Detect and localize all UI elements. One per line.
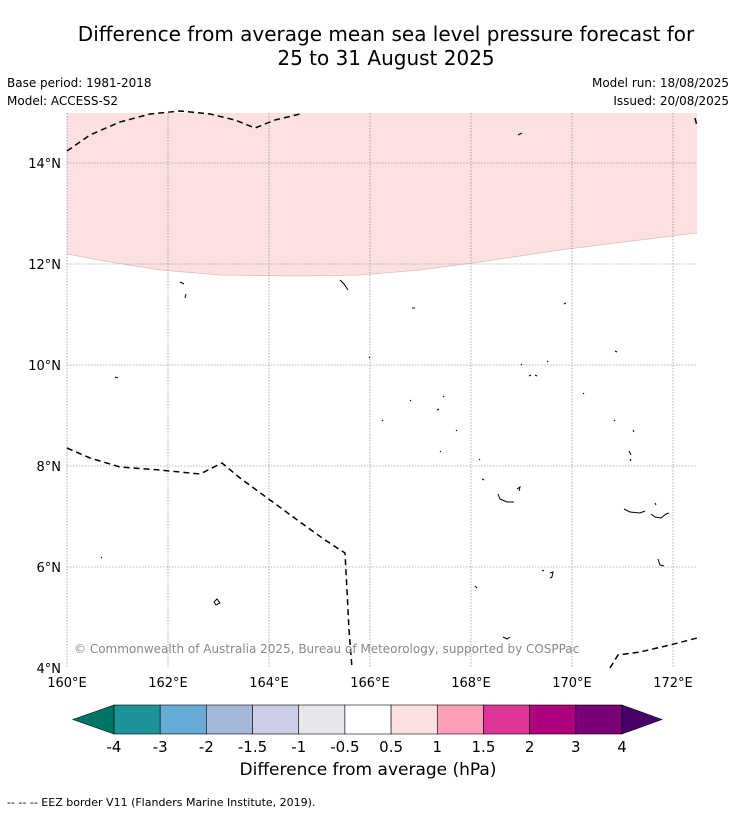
forecast-map: © Commonwealth of Australia 2025, Bureau… [28,110,698,756]
colorbar-tick-label: 0.5 [379,738,403,756]
lon-label: 162°E [148,676,188,691]
colorbar-tick-label: 1 [432,738,442,756]
colorbar-swatch [206,704,253,735]
colorbar-swatch [390,704,438,735]
eez-legend-footer: -- -- -- EEZ border V11 (Flanders Marine… [7,796,316,809]
colorbar-swatch [575,704,623,735]
base-period: Base period: 1981-2018 [7,76,152,90]
colorbar-arrow-high [621,704,663,735]
colorbar-tick-label: -1 [291,738,306,756]
colorbar-tick-label: -4 [107,738,122,756]
issued-date: Issued: 20/08/2025 [613,94,729,108]
lat-label: 10°N [28,359,61,374]
chart-title: Difference from average mean sea level p… [0,22,736,70]
colorbar-swatch [113,704,161,735]
islands [100,132,670,640]
colorbar-title: Difference from average (hPa) [239,760,497,780]
title-line-1: Difference from average mean sea level p… [77,22,695,46]
longitude-labels: 160°E 162°E 164°E 166°E 168°E 170°E 172°… [47,676,693,691]
pressure-anomaly-region [67,113,697,276]
title-line-2: 25 to 31 August 2025 [277,46,495,70]
copyright-text: © Commonwealth of Australia 2025, Bureau… [74,642,579,656]
colorbar-arrow-low [72,704,115,735]
lon-label: 172°E [653,676,693,691]
lon-label: 166°E [350,676,390,691]
eez-borders [66,110,698,669]
colorbar-tick-label: 1.5 [472,738,496,756]
lat-label: 4°N [37,662,62,677]
meta-left: Base period: 1981-2018 Model: ACCESS-S2 [7,74,152,110]
model-name: Model: ACCESS-S2 [7,94,119,108]
colorbar-tick-label: -3 [153,738,168,756]
meta-right: Model run: 18/08/2025 Issued: 20/08/2025 [592,74,729,110]
colorbar-swatch [298,704,346,735]
colorbar-swatch [483,704,530,735]
lon-label: 170°E [552,676,592,691]
anomaly-contour [66,232,698,277]
colorbar: -4 -3 -2 -1.5 -1 -0.5 0.5 1 1.5 2 3 4 [72,704,663,756]
colorbar-swatch [436,704,484,735]
colorbar-swatch [529,704,577,735]
colorbar-swatch [344,704,392,735]
colorbar-tick-label: 4 [617,738,627,756]
colorbar-swatch [252,704,300,735]
colorbar-swatch [159,704,207,735]
colorbar-tick-label: -0.5 [330,738,359,756]
lon-label: 160°E [47,676,87,691]
colorbar-tick-label: -2 [199,738,214,756]
lat-label: 8°N [37,460,62,475]
latitude-labels: 14°N 12°N 10°N 8°N 6°N 4°N [28,157,61,677]
colorbar-tick-label: 2 [525,738,535,756]
colorbar-tick-label: 3 [571,738,581,756]
lon-label: 164°E [249,676,289,691]
gridlines [66,113,697,668]
lon-label: 168°E [451,676,491,691]
colorbar-tick-label: -1.5 [238,738,267,756]
model-run: Model run: 18/08/2025 [591,76,729,90]
lat-label: 6°N [37,561,62,576]
lat-label: 12°N [28,258,61,273]
lat-label: 14°N [28,157,61,172]
